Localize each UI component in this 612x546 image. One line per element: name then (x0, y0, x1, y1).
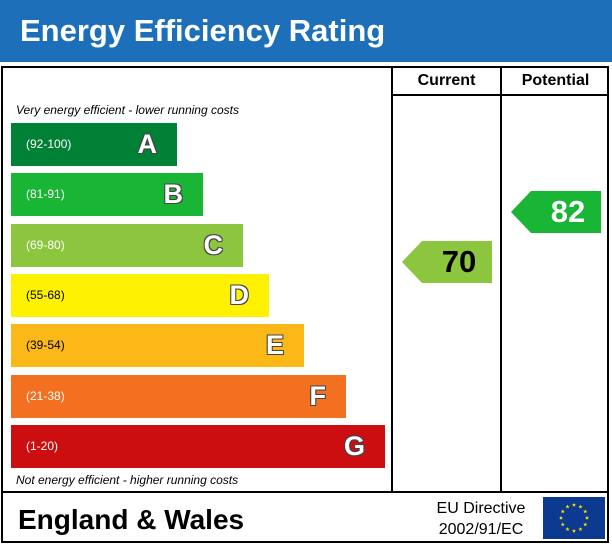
column-divider-current (391, 66, 393, 493)
eu-flag-icon (543, 497, 605, 539)
band-range: (81-91) (26, 187, 65, 201)
eu-flag-stars (558, 502, 590, 533)
band-letter: F (309, 381, 327, 411)
potential-rating-value: 82 (550, 194, 586, 229)
band-range: (55-68) (26, 288, 65, 302)
caption-efficient: Very energy efficient - lower running co… (16, 103, 239, 117)
band-letter: C (203, 230, 224, 260)
band-range: (69-80) (26, 238, 65, 252)
band-range: (21-38) (26, 389, 65, 403)
eu-flag-star (571, 528, 577, 533)
column-header-potential: Potential (521, 72, 590, 89)
rating-frame (1, 66, 609, 543)
caption-inefficient: Not energy efficient - higher running co… (16, 473, 239, 487)
band-e: (39-54) E (11, 324, 304, 367)
eu-flag-star (583, 509, 588, 514)
band-g: (1-20) G (11, 425, 385, 468)
band-letter: D (229, 280, 250, 310)
column-divider-potential (500, 66, 502, 493)
header-row-divider (391, 94, 609, 96)
eu-flag-star (565, 527, 570, 532)
current-rating-arrow: 70 (402, 241, 492, 283)
eu-flag-star (571, 502, 577, 507)
band-letter: A (137, 129, 158, 159)
band-f: (21-38) F (11, 375, 346, 418)
band-range: (39-54) (26, 338, 65, 352)
eu-directive: EU Directive 2002/91/EC (420, 498, 542, 540)
footer-divider (1, 491, 609, 493)
footer-region: England & Wales (18, 504, 245, 535)
eu-flag-star (583, 522, 588, 527)
band-letter: B (163, 179, 184, 209)
eu-flag-star (565, 504, 570, 509)
band-a: (92-100) A (11, 123, 177, 166)
eu-flag-star (584, 515, 590, 520)
band-c: (69-80) C (11, 224, 243, 267)
band-d: (55-68) D (11, 274, 269, 317)
band-range: (1-20) (26, 439, 59, 453)
current-rating-value: 70 (441, 244, 477, 279)
eu-flag-star (578, 504, 583, 509)
band-letter: G (343, 431, 365, 461)
potential-rating-arrow: 82 (511, 191, 601, 233)
eu-flag-star (560, 509, 565, 514)
column-header-current: Current (417, 72, 476, 89)
eu-directive-line2: 2002/91/EC (438, 521, 524, 538)
band-b: (81-91) B (11, 173, 203, 216)
eu-flag-star (578, 527, 583, 532)
band-letter: E (265, 330, 284, 360)
eu-flag-star (560, 522, 565, 527)
band-range: (92-100) (26, 137, 72, 151)
header-title: Energy Efficiency Rating (0, 0, 612, 62)
eu-flag-star (558, 515, 564, 520)
eu-directive-line1: EU Directive (436, 500, 526, 517)
